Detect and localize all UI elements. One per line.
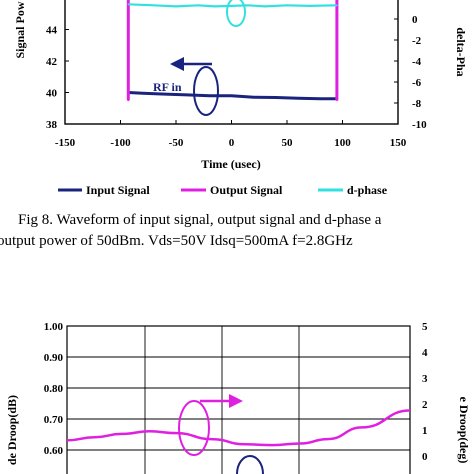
y-tick-label: 1.00 (44, 321, 64, 333)
top-plot-frame (64, 0, 399, 125)
top-chart: -150 -100 -50 0 50 100 150 38 40 42 44 -10 -8 -6 -4 -2 0… (13, 0, 468, 197)
legend: Input Signal Output Signal d-phase (58, 183, 388, 197)
rf-in-ellipse (193, 66, 219, 116)
data-point (230, 94, 233, 97)
y2-tick-label: 0 (412, 14, 418, 26)
y2-tick-label: 1 (422, 425, 428, 437)
data-point (247, 4, 249, 7)
x-tick-label: 0 (229, 137, 235, 149)
data-point (186, 94, 188, 96)
legend-label-output: Output Signal (210, 183, 283, 197)
droop-ellipse-2 (236, 455, 264, 474)
data-point (197, 4, 199, 7)
x-tick-label: 100 (334, 137, 351, 149)
y2-tick-label: 3 (422, 373, 428, 385)
y2-tick-label: -8 (412, 98, 422, 110)
annotation-d-phase: d-phase (234, 10, 275, 24)
y-tick-label: 40 (46, 88, 58, 100)
bottom-grid-layer (67, 325, 410, 474)
bottom-series-layer (66, 409, 411, 447)
top-y2-axis-title: delta-Pha (454, 27, 468, 76)
data-point (319, 98, 322, 100)
droop-ellipse (178, 400, 210, 456)
bottom-ticks-layer: 1.000.900.800.700.600.50543210 (44, 321, 428, 463)
data-point (297, 97, 299, 100)
caption-line-2: output power of 50dBm. Vds=50V Idsq=500m… (0, 233, 353, 249)
y-tick-label: 0.90 (44, 352, 64, 364)
droop-arrow (200, 394, 243, 408)
y2-tick-label: 0 (422, 451, 428, 463)
data-point (230, 5, 233, 7)
x-tick-label: 50 (282, 137, 294, 149)
top-series-layer (126, 0, 339, 102)
data-point (214, 5, 216, 8)
d-phase-ellipse (226, 0, 246, 27)
x-tick-label: -50 (169, 137, 184, 149)
y-tick-label: 44 (46, 25, 58, 37)
y-tick-label: 0.60 (44, 445, 64, 457)
y-tick-label: 42 (46, 56, 58, 68)
legend-label-input: Input Signal (86, 183, 150, 197)
data-point (175, 5, 177, 8)
y2-tick-label: -6 (412, 77, 422, 89)
bottom-y-axis-title: de Droop(dB) (5, 395, 19, 465)
droop-curve-0 (66, 409, 411, 447)
bottom-y2-axis-title: e Droop(deg) (457, 397, 471, 464)
y-tick-label: 0.70 (44, 414, 64, 426)
legend-label-dphase: d-phase (347, 183, 388, 197)
y2-tick-label: -10 (412, 119, 427, 131)
data-point (264, 5, 266, 8)
data-point (336, 4, 338, 7)
y2-tick-label: 5 (422, 321, 428, 333)
data-point (153, 4, 155, 7)
top-x-axis-title: Time (usec) (201, 157, 260, 171)
y-tick-label: 38 (46, 119, 58, 131)
y2-tick-label: -2 (412, 35, 422, 47)
data-point (208, 94, 211, 97)
caption-line-1: Fig 8. Waveform of input signal, output … (18, 212, 382, 228)
x-tick-label: -100 (110, 137, 131, 149)
top-ticks-layer: -150 -100 -50 0 50 100 150 38 40 42 44 -10 -8 -6 -4 -2 0 (46, 14, 427, 149)
data-point (127, 3, 130, 6)
x-tick-label: -150 (55, 137, 76, 149)
bottom-chart: 1.000.900.800.700.600.50543210 de Droop(… (5, 321, 471, 474)
x-tick-label: 150 (390, 137, 407, 149)
y2-tick-label: -4 (412, 56, 422, 68)
data-point (127, 99, 130, 102)
annotation-rf-in: RF in (153, 80, 182, 94)
data-point (308, 5, 311, 7)
data-point (141, 92, 144, 95)
y2-tick-label: 2 (422, 399, 428, 411)
data-point (252, 96, 255, 99)
y2-tick-label: 4 (422, 347, 428, 359)
y-tick-label: 0.80 (44, 383, 64, 395)
data-point (336, 99, 338, 102)
data-point (275, 96, 277, 99)
top-y-axis-title: Signal Pow (13, 1, 27, 58)
series-line-2 (128, 3, 337, 8)
data-point (164, 93, 166, 95)
rf-in-arrow (170, 57, 212, 71)
series-line-1 (126, 0, 339, 101)
data-point (286, 4, 288, 7)
